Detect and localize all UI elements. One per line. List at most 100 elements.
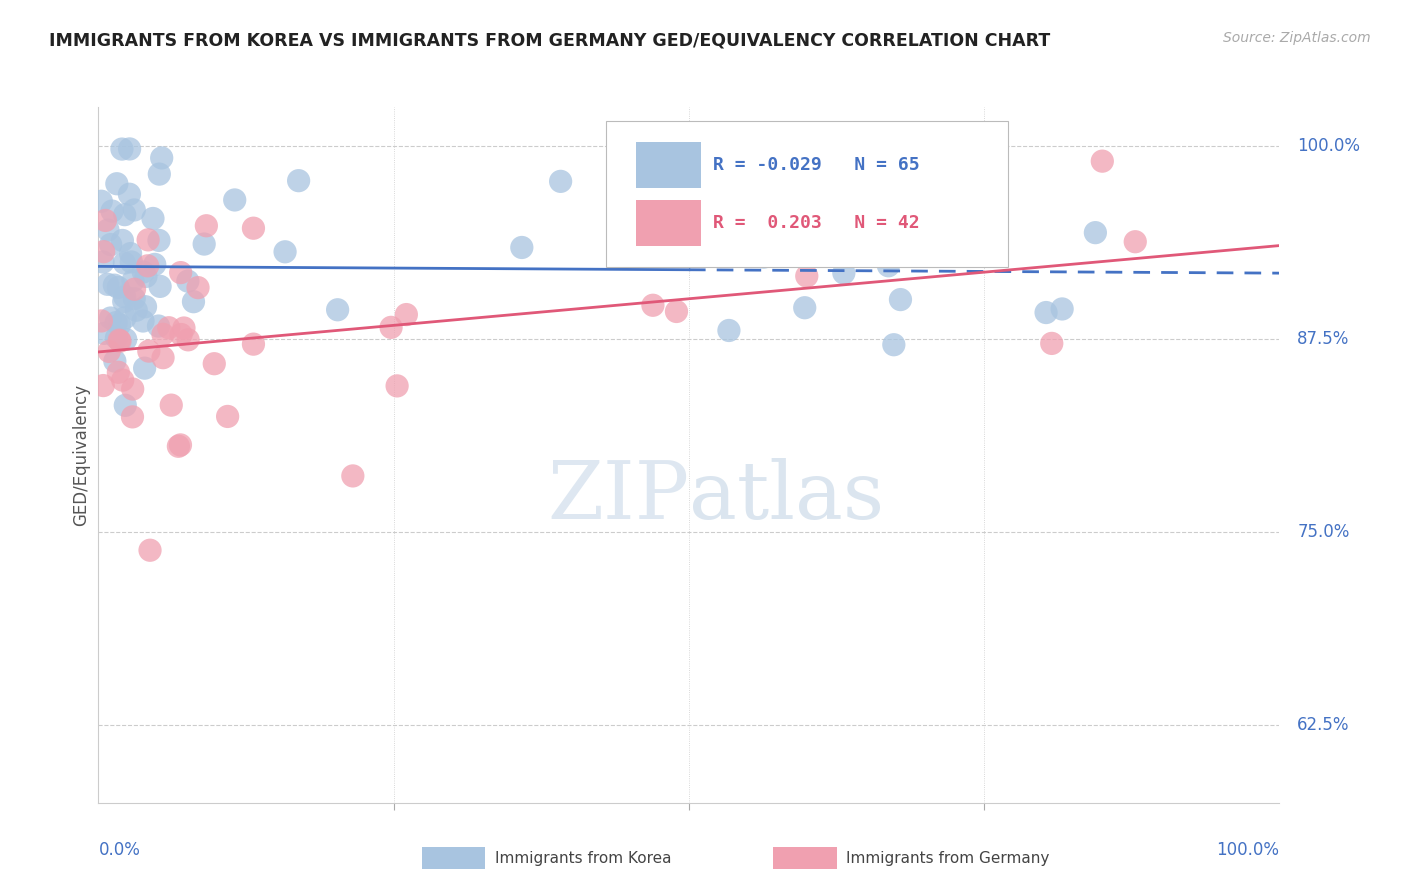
Point bbox=[108, 334, 131, 348]
Point bbox=[122, 202, 145, 217]
Point bbox=[550, 174, 572, 188]
Point bbox=[122, 292, 145, 306]
Point bbox=[395, 308, 418, 322]
Point bbox=[114, 310, 136, 325]
Point bbox=[104, 354, 127, 368]
Point bbox=[173, 321, 195, 335]
Point bbox=[195, 219, 218, 233]
Point bbox=[143, 257, 166, 271]
Point bbox=[118, 142, 141, 156]
Point bbox=[287, 174, 309, 188]
Point bbox=[114, 208, 136, 222]
Text: IMMIGRANTS FROM KOREA VS IMMIGRANTS FROM GERMANY GED/EQUIVALENCY CORRELATION CHA: IMMIGRANTS FROM KOREA VS IMMIGRANTS FROM… bbox=[49, 31, 1050, 49]
Point bbox=[160, 398, 183, 412]
Point bbox=[224, 193, 246, 207]
Point bbox=[157, 320, 180, 334]
Point bbox=[183, 294, 205, 309]
Point bbox=[385, 379, 408, 393]
Point bbox=[114, 290, 136, 304]
Point bbox=[148, 319, 170, 334]
Point bbox=[121, 382, 143, 396]
FancyBboxPatch shape bbox=[606, 121, 1008, 267]
Point bbox=[132, 314, 155, 328]
Point bbox=[1040, 336, 1063, 351]
Text: 0.0%: 0.0% bbox=[98, 841, 141, 859]
Point bbox=[510, 240, 533, 254]
Bar bbox=[636, 143, 700, 187]
Point bbox=[134, 361, 156, 376]
Text: Immigrants from Korea: Immigrants from Korea bbox=[495, 851, 672, 865]
Point bbox=[120, 255, 142, 269]
Point bbox=[326, 302, 349, 317]
Point bbox=[105, 316, 128, 330]
Point bbox=[118, 187, 141, 202]
Bar bbox=[636, 201, 700, 245]
Point bbox=[665, 304, 688, 318]
Point bbox=[242, 221, 264, 235]
Text: 62.5%: 62.5% bbox=[1298, 716, 1350, 734]
Point bbox=[105, 177, 128, 191]
Point bbox=[150, 151, 173, 165]
Point bbox=[142, 211, 165, 226]
Point bbox=[103, 278, 125, 293]
Point bbox=[108, 333, 131, 347]
Point bbox=[136, 259, 159, 273]
Point bbox=[342, 469, 364, 483]
Text: 87.5%: 87.5% bbox=[1298, 330, 1350, 348]
Point bbox=[641, 298, 664, 312]
Point bbox=[100, 237, 122, 252]
Point bbox=[134, 300, 156, 314]
Point bbox=[139, 543, 162, 558]
Point bbox=[125, 303, 148, 318]
Point bbox=[752, 250, 775, 264]
Point bbox=[202, 357, 225, 371]
Point bbox=[1050, 301, 1073, 316]
Point bbox=[101, 204, 124, 219]
Point bbox=[170, 266, 193, 280]
Text: R = -0.029   N = 65: R = -0.029 N = 65 bbox=[713, 156, 920, 174]
Point bbox=[93, 326, 115, 341]
Point bbox=[883, 337, 905, 351]
Text: Source: ZipAtlas.com: Source: ZipAtlas.com bbox=[1223, 31, 1371, 45]
Point bbox=[105, 331, 128, 345]
Point bbox=[169, 438, 191, 452]
Text: R =  0.203   N = 42: R = 0.203 N = 42 bbox=[713, 214, 920, 232]
Point bbox=[152, 327, 174, 342]
Point bbox=[170, 327, 193, 342]
Point bbox=[124, 282, 146, 296]
Point bbox=[120, 246, 142, 260]
Point bbox=[98, 344, 121, 359]
Point bbox=[1123, 235, 1146, 249]
Point bbox=[90, 314, 112, 328]
Point bbox=[132, 265, 155, 279]
Point bbox=[889, 293, 911, 307]
Point bbox=[121, 409, 143, 424]
Point bbox=[177, 274, 200, 288]
Point bbox=[1091, 154, 1114, 169]
Point bbox=[177, 333, 200, 347]
Point bbox=[811, 194, 834, 209]
Point bbox=[832, 266, 855, 280]
Point bbox=[148, 167, 170, 181]
Point bbox=[96, 277, 118, 292]
Text: atlas: atlas bbox=[689, 458, 884, 536]
Point bbox=[1035, 305, 1057, 319]
Point bbox=[91, 255, 114, 269]
Point bbox=[877, 259, 900, 273]
Point bbox=[114, 398, 136, 412]
Point bbox=[107, 280, 129, 294]
Point bbox=[135, 269, 157, 284]
Point bbox=[148, 234, 170, 248]
Point bbox=[138, 344, 160, 359]
Point bbox=[108, 318, 131, 332]
Point bbox=[149, 279, 172, 293]
Point bbox=[100, 311, 122, 326]
Point bbox=[111, 234, 134, 248]
Point bbox=[1084, 226, 1107, 240]
Text: Immigrants from Germany: Immigrants from Germany bbox=[846, 851, 1050, 865]
Point bbox=[152, 351, 174, 365]
Point bbox=[796, 268, 818, 283]
Text: 100.0%: 100.0% bbox=[1298, 136, 1360, 154]
Point bbox=[193, 237, 215, 252]
Y-axis label: GED/Equivalency: GED/Equivalency bbox=[72, 384, 90, 526]
